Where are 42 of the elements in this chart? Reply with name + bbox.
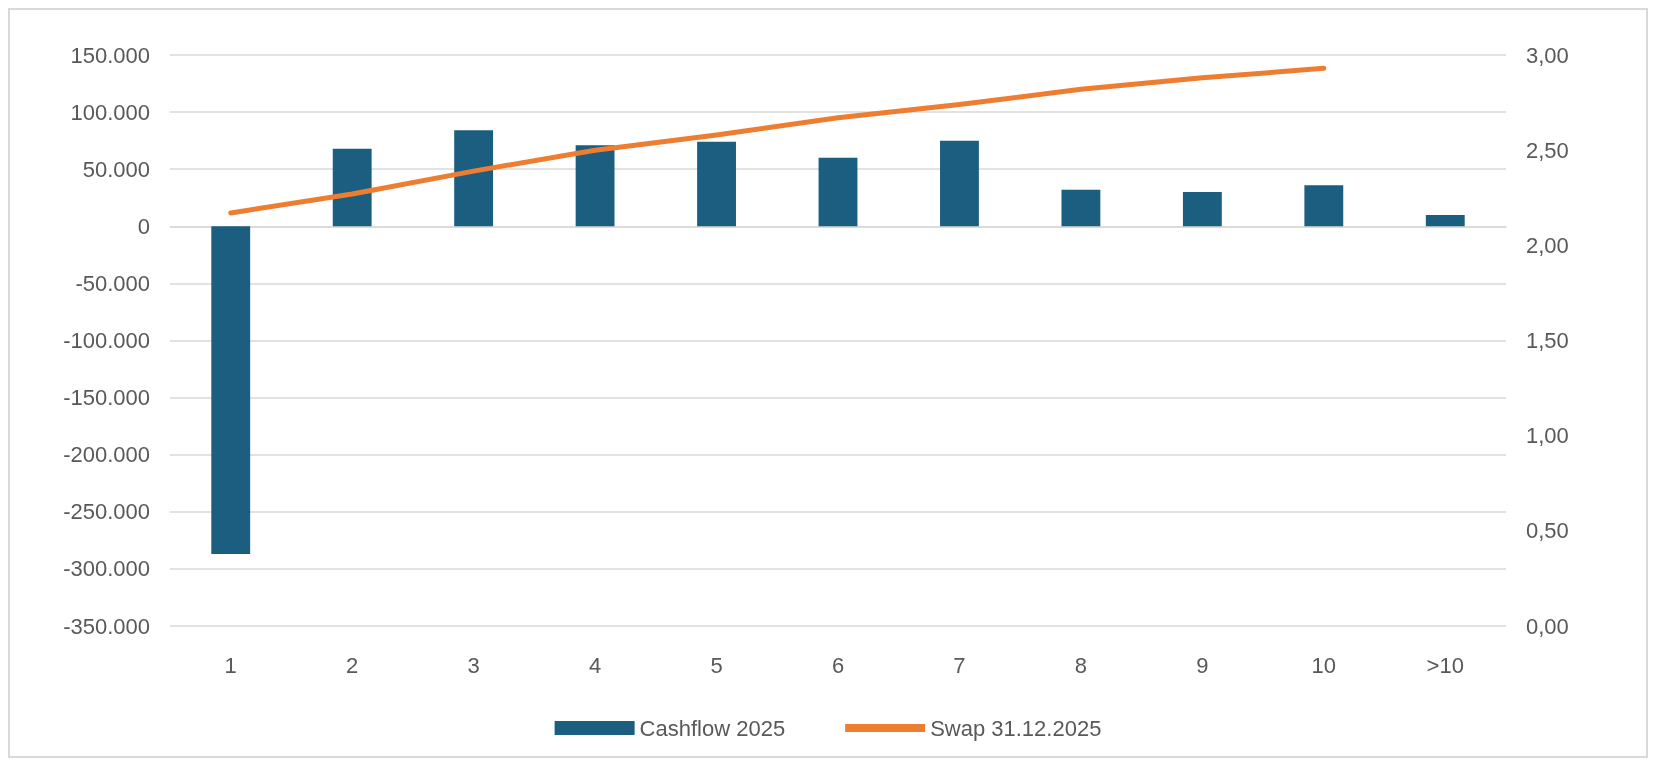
x-tick-label: 2 bbox=[346, 652, 359, 678]
y-tick-label: 150.000 bbox=[70, 42, 150, 68]
y2-tick-label: 2,00 bbox=[1526, 232, 1569, 258]
y-tick-label: -300.000 bbox=[63, 556, 150, 582]
y2-tick-label: 1,50 bbox=[1526, 328, 1569, 353]
bar bbox=[332, 148, 372, 227]
x-tick-label: 9 bbox=[1196, 652, 1209, 678]
y-tick-label: 0 bbox=[137, 213, 150, 239]
x-tick-label: 4 bbox=[588, 652, 602, 678]
bar bbox=[1061, 189, 1101, 227]
legend-label: Cashflow 2025 bbox=[639, 715, 786, 741]
x-tick-label: 1 bbox=[224, 652, 237, 678]
legend-label: Swap 31.12.2025 bbox=[930, 715, 1102, 741]
bar bbox=[697, 141, 736, 227]
x-tick-label: 5 bbox=[710, 652, 723, 678]
bar bbox=[575, 145, 615, 227]
bar bbox=[1304, 185, 1344, 227]
y2-tick-label: 0,00 bbox=[1526, 613, 1569, 639]
y-tick-label: -50.000 bbox=[75, 270, 150, 296]
bar bbox=[454, 130, 494, 227]
x-tick-label: 8 bbox=[1074, 652, 1088, 678]
x-tick-label: 7 bbox=[953, 652, 966, 678]
bar bbox=[1425, 214, 1465, 227]
x-tick-label: 3 bbox=[467, 652, 480, 678]
y-tick-label: -200.000 bbox=[63, 442, 150, 468]
y2-tick-label: 1,00 bbox=[1526, 423, 1569, 449]
bar bbox=[1182, 192, 1222, 227]
x-tick-label: 10 bbox=[1311, 652, 1337, 678]
y2-tick-label: 3,00 bbox=[1526, 42, 1569, 68]
y2-tick-label: 2,50 bbox=[1526, 137, 1569, 163]
x-tick-label: >10 bbox=[1426, 652, 1464, 678]
y-tick-label: -100.000 bbox=[63, 328, 150, 353]
y-tick-label: 100.000 bbox=[70, 99, 150, 125]
bar bbox=[211, 226, 251, 555]
bar bbox=[940, 140, 979, 227]
bar bbox=[818, 157, 858, 227]
y-tick-label: -250.000 bbox=[63, 499, 150, 525]
y-tick-label: 50.000 bbox=[82, 156, 150, 182]
x-tick-label: 6 bbox=[831, 652, 845, 678]
y2-tick-label: 0,50 bbox=[1526, 518, 1569, 544]
y-tick-label: -350.000 bbox=[63, 613, 150, 639]
y-tick-label: -150.000 bbox=[63, 385, 150, 411]
